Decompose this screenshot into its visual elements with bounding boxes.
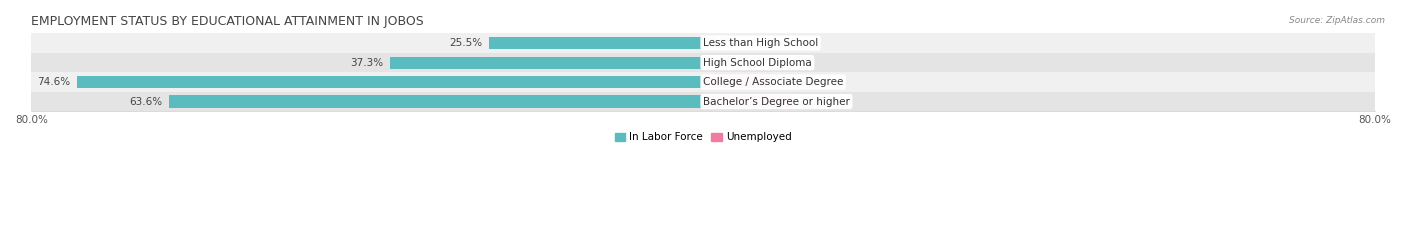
Text: 74.6%: 74.6% bbox=[37, 77, 70, 87]
Text: Bachelor’s Degree or higher: Bachelor’s Degree or higher bbox=[703, 96, 849, 106]
Bar bbox=[489, 37, 703, 49]
Text: High School Diploma: High School Diploma bbox=[703, 58, 811, 68]
Bar bbox=[77, 76, 703, 88]
Bar bbox=[389, 57, 703, 69]
Bar bbox=[31, 92, 1375, 111]
Text: Source: ZipAtlas.com: Source: ZipAtlas.com bbox=[1289, 16, 1385, 25]
Bar bbox=[31, 53, 1375, 72]
Text: 0.0%: 0.0% bbox=[710, 38, 735, 48]
Bar bbox=[169, 96, 703, 108]
Bar bbox=[31, 72, 1375, 92]
Bar bbox=[703, 76, 773, 88]
Text: 63.6%: 63.6% bbox=[129, 96, 162, 106]
Legend: In Labor Force, Unemployed: In Labor Force, Unemployed bbox=[610, 128, 796, 147]
Text: Less than High School: Less than High School bbox=[703, 38, 818, 48]
Text: 10.7%: 10.7% bbox=[800, 96, 832, 106]
Text: EMPLOYMENT STATUS BY EDUCATIONAL ATTAINMENT IN JOBOS: EMPLOYMENT STATUS BY EDUCATIONAL ATTAINM… bbox=[31, 15, 425, 28]
Text: 8.4%: 8.4% bbox=[780, 77, 807, 87]
Text: 37.3%: 37.3% bbox=[350, 58, 384, 68]
Bar bbox=[31, 33, 1375, 53]
Text: 25.5%: 25.5% bbox=[449, 38, 482, 48]
Text: 0.0%: 0.0% bbox=[710, 58, 735, 68]
Bar bbox=[703, 96, 793, 108]
Text: College / Associate Degree: College / Associate Degree bbox=[703, 77, 844, 87]
